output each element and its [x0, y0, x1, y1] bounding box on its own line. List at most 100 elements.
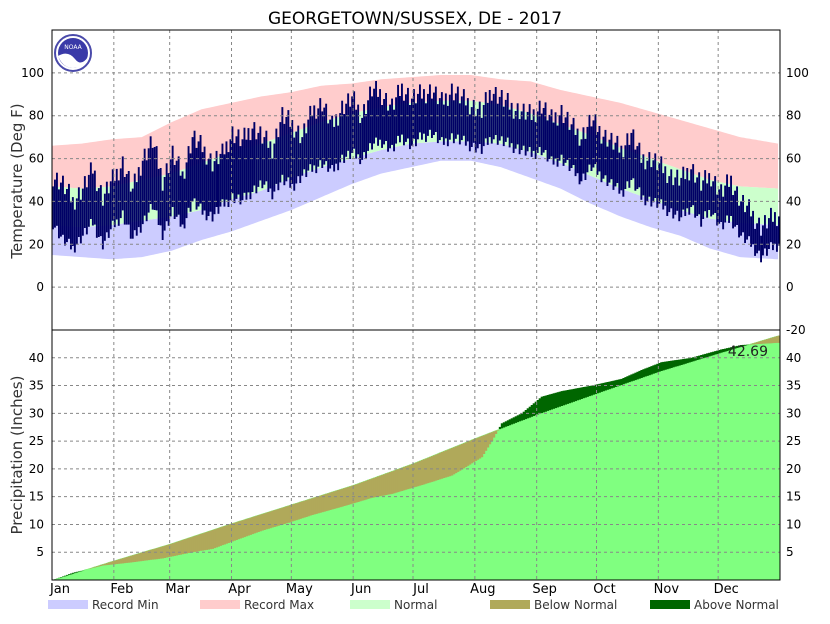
- temp-tick-right: 40: [786, 194, 801, 208]
- observed-temp-bar: [377, 97, 379, 146]
- observed-temp-bar: [407, 88, 409, 139]
- observed-temp-bar: [513, 119, 515, 153]
- observed-temp-bar: [467, 98, 469, 141]
- observed-temp-bar: [86, 187, 88, 234]
- observed-temp-bar: [275, 129, 277, 184]
- observed-temp-bar: [770, 208, 772, 242]
- observed-temp-bar: [477, 109, 479, 148]
- observed-temp-bar: [252, 129, 254, 192]
- observed-temp-bar: [303, 123, 305, 169]
- above-normal-segment: [64, 576, 66, 577]
- legend-label: Record Max: [244, 598, 314, 612]
- observed-temp-bar: [626, 133, 628, 181]
- above-normal-segment: [76, 572, 78, 573]
- observed-temp-bar: [82, 189, 84, 236]
- observed-temp-bar: [495, 87, 497, 135]
- observed-temp-bar: [686, 168, 688, 208]
- observed-temp-bar: [341, 101, 343, 155]
- temp-tick-right: 80: [786, 109, 801, 123]
- observed-temp-bar: [734, 191, 736, 227]
- observed-temp-bar: [547, 120, 549, 161]
- observed-temp-bar: [212, 171, 214, 221]
- observed-temp-bar: [265, 131, 267, 182]
- observed-temp-bar: [311, 116, 313, 172]
- month-tick-label: Jul: [412, 582, 429, 597]
- observed-temp-bar: [337, 126, 339, 171]
- observed-temp-bar: [385, 93, 387, 141]
- month-tick-label: Jan: [49, 582, 70, 597]
- observed-temp-bar: [529, 104, 531, 147]
- observed-temp-bar: [451, 84, 453, 134]
- temp-tick-left: 60: [29, 152, 44, 166]
- observed-temp-bar: [501, 90, 503, 136]
- observed-temp-bar: [315, 119, 317, 173]
- observed-temp-bar: [642, 154, 644, 195]
- observed-temp-bar: [369, 87, 371, 144]
- month-tick-label: Dec: [714, 582, 739, 597]
- legend-label: Record Min: [92, 598, 159, 612]
- observed-temp-bar: [700, 191, 702, 227]
- observed-temp-bar: [714, 176, 716, 213]
- observed-temp-bar: [427, 94, 429, 136]
- temp-tick-left: 20: [29, 237, 44, 251]
- observed-temp-bar: [242, 139, 244, 200]
- observed-temp-bar: [54, 180, 56, 228]
- observed-temp-bar: [417, 94, 419, 139]
- observed-temp-bar: [355, 110, 357, 159]
- observed-temp-bar: [664, 166, 666, 205]
- observed-temp-bar: [379, 89, 381, 140]
- observed-temp-bar: [140, 176, 142, 233]
- observed-temp-bar: [551, 109, 553, 156]
- observed-temp-bar: [102, 206, 104, 250]
- observed-temp-bar: [299, 143, 301, 183]
- observed-temp-bar: [471, 107, 473, 147]
- observed-temp-bar: [186, 162, 188, 218]
- observed-temp-bar: [68, 184, 70, 239]
- observed-temp-bar: [331, 116, 333, 165]
- observed-temp-bar: [459, 103, 461, 144]
- observed-temp-bar: [214, 161, 216, 214]
- observed-temp-bar: [483, 105, 485, 146]
- observed-temp-bar: [176, 161, 178, 217]
- observed-temp-bar: [674, 177, 676, 214]
- observed-temp-bar: [609, 140, 611, 183]
- observed-temp-bar: [437, 104, 439, 143]
- observed-temp-bar: [248, 128, 250, 192]
- observed-temp-bar: [232, 126, 234, 193]
- observed-temp-bar: [694, 183, 696, 218]
- observed-temp-bar: [567, 112, 569, 160]
- observed-temp-bar: [194, 131, 196, 199]
- observed-temp-bar: [634, 150, 636, 191]
- temp-tick-right: 100: [786, 66, 809, 80]
- observed-temp-bar: [108, 193, 110, 238]
- observed-temp-bar: [573, 118, 575, 165]
- observed-temp-bar: [327, 123, 329, 171]
- observed-temp-bar: [319, 98, 321, 160]
- observed-temp-bar: [563, 123, 565, 166]
- observed-temp-bar: [539, 101, 541, 147]
- observed-temp-bar: [758, 218, 760, 251]
- month-tick-label: Apr: [228, 582, 251, 597]
- observed-temp-bar: [545, 102, 547, 150]
- observed-temp-bar: [447, 106, 449, 146]
- observed-temp-bar: [748, 199, 750, 236]
- observed-temp-bar: [345, 104, 347, 157]
- observed-temp-bar: [373, 89, 375, 144]
- observed-temp-bar: [499, 97, 501, 141]
- observed-temp-bar: [668, 176, 670, 212]
- observed-temp-bar: [399, 96, 401, 142]
- observed-temp-bar: [622, 157, 624, 196]
- observed-temp-bar: [166, 163, 168, 221]
- observed-temp-bar: [76, 198, 78, 244]
- above-normal-segment: [78, 571, 80, 572]
- observed-temp-bar: [728, 187, 730, 223]
- observed-temp-bar: [443, 105, 445, 145]
- observed-temp-bar: [756, 223, 758, 253]
- observed-temp-bar: [465, 105, 467, 145]
- observed-temp-bar: [200, 135, 202, 204]
- observed-temp-bar: [561, 105, 563, 155]
- observed-temp-bar: [301, 137, 303, 176]
